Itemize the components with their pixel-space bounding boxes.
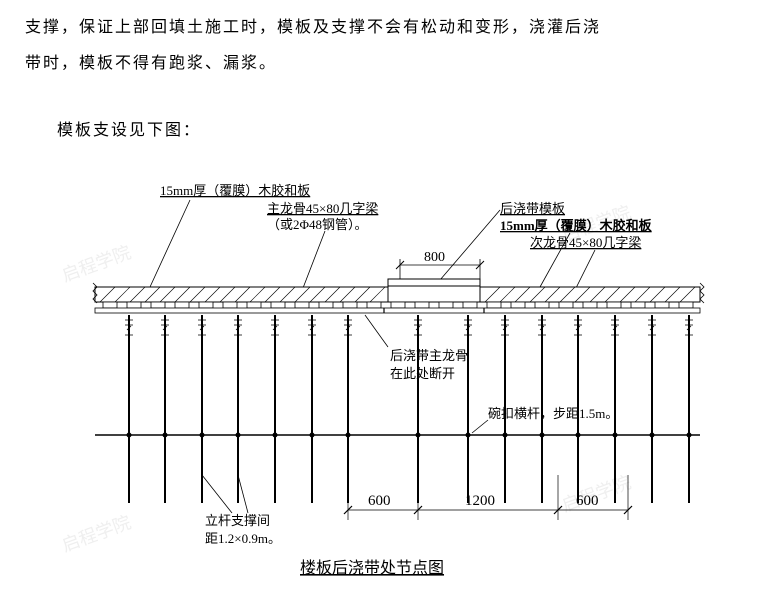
label-break-1: 后浇带主龙骨 [390,348,468,363]
leader-break [365,315,388,347]
label-post-spacing-1: 立杆支撑间 [205,513,270,528]
label-sub-keel: 次龙骨45×80几字梁 [530,235,641,250]
dim-600-right: 600 [576,493,599,509]
paragraph-line-2: 带时，模板不得有跑浆、漏浆。 [25,46,755,81]
leader-post-spacing [202,475,232,513]
jack-heads [125,320,693,335]
label-main-keel-1: 主龙骨45×80几字梁 [267,201,378,216]
slab [93,279,704,303]
diagram-caption: 楼板后浇带处节点图 [300,559,444,577]
paragraph-line-1: 支撑，保证上部回填土施工时，模板及支撑不会有松动和变形，浇灌后浇 [25,10,755,45]
label-break-2: 在此处断开 [390,366,455,381]
dim-800-text: 800 [424,250,445,265]
leader-plywood-top [150,200,190,287]
dim-600-left: 600 [368,493,391,509]
leader-bowl [472,420,488,433]
bottom-dims: 600 1200 600 [344,475,632,520]
label-post-strip-form: 后浇带模板 [500,201,565,216]
sub-keel-row [103,302,693,308]
main-keel-bar [95,308,700,313]
label-main-keel-2: （或2Φ48钢管）。 [267,217,368,232]
leader-post-spacing-2 [238,475,248,513]
label-post-spacing-2: 距1.2×0.9m。 [205,531,281,546]
dim-1200: 1200 [465,493,495,509]
label-bowl-tie: 碗扣横杆，步距1.5m。 [488,406,618,421]
leader-post-strip-form [440,210,500,280]
formwork-diagram: 15mm厚（覆膜）木胶和板 主龙骨45×80几字梁 （或2Φ48钢管）。 后浇带… [0,175,781,595]
label-plywood-top: 15mm厚（覆膜）木胶和板 [160,183,310,198]
paragraph-line-3: 模板支设见下图： [57,113,757,148]
label-plywood-right: 15mm厚（覆膜）木胶和板 [500,218,653,233]
